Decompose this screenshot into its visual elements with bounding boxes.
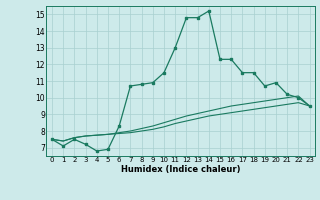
X-axis label: Humidex (Indice chaleur): Humidex (Indice chaleur): [121, 165, 241, 174]
